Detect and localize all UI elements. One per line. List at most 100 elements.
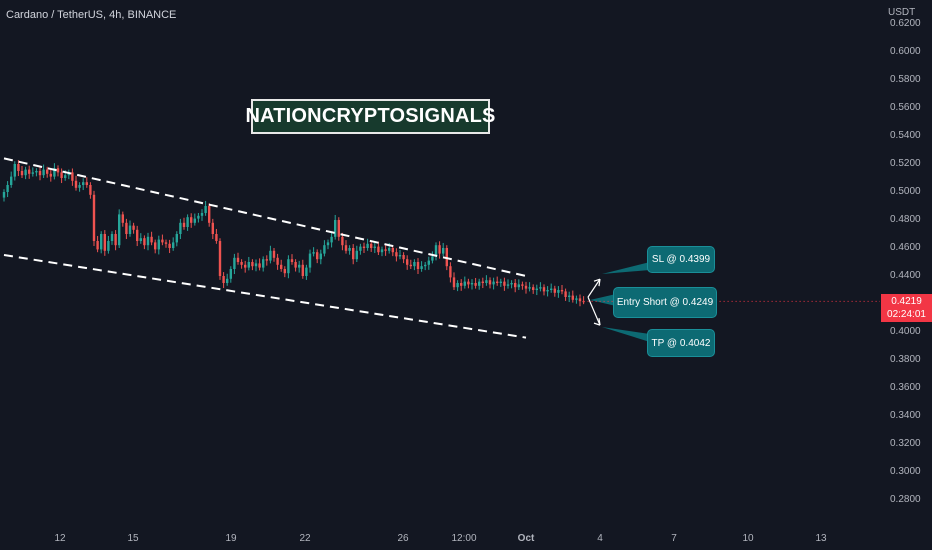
candle-body (139, 238, 142, 241)
x-tick-label: 19 (225, 533, 237, 544)
candle-body (409, 264, 412, 267)
y-tick-label: 0.3600 (890, 382, 921, 393)
candle-body (146, 236, 150, 246)
candle-body (280, 264, 283, 269)
candle-body (308, 253, 312, 268)
candle-body (100, 234, 103, 250)
candle-body (420, 266, 423, 269)
candle-body (348, 248, 351, 251)
candle-body (211, 222, 214, 234)
candle-body (366, 243, 369, 248)
candle-body (10, 176, 13, 185)
candle-body (222, 276, 225, 283)
candle-body (200, 213, 204, 216)
candle-body (287, 259, 290, 274)
candle-body (470, 283, 474, 285)
candle-body (524, 285, 528, 289)
candle-body (265, 259, 268, 261)
candle-body (535, 288, 538, 290)
candle-body (107, 241, 110, 251)
candle-body (85, 182, 88, 185)
candle-body (254, 263, 258, 267)
candle-body (42, 169, 45, 176)
candle-body (49, 173, 52, 177)
candle-body (391, 248, 394, 253)
candle-body (226, 278, 229, 283)
candle-body (121, 214, 124, 223)
candle-body (312, 252, 315, 254)
candle-body (233, 257, 236, 269)
candle-body (496, 281, 499, 283)
candle-body (110, 234, 114, 241)
y-tick-label: 0.4600 (890, 242, 921, 253)
candle-body (434, 245, 438, 257)
candle-body (488, 280, 492, 285)
candle-body (499, 281, 502, 283)
x-tick-label: 12 (54, 533, 66, 544)
entry-short-label: Entry Short @ 0.4249 (613, 287, 717, 318)
candle-body (2, 192, 6, 198)
candle-body (154, 242, 157, 250)
tp-arrow (587, 296, 601, 326)
y-tick-label: 0.4000 (890, 326, 921, 337)
candle-body (229, 269, 232, 279)
candle-body (355, 250, 358, 260)
candle-body (20, 171, 24, 176)
candle-body (323, 245, 326, 254)
candle-body (571, 295, 574, 300)
x-tick-label: 26 (397, 533, 409, 544)
candle-body (290, 259, 294, 262)
candle-body (373, 246, 376, 248)
candle-body (326, 242, 330, 246)
candle-body (485, 280, 488, 283)
sl-arrow (587, 278, 601, 298)
candle-body (305, 267, 308, 276)
y-tick-label: 0.6200 (890, 18, 921, 29)
y-tick-label: 0.2800 (890, 494, 921, 505)
candle-body (460, 283, 463, 286)
candle-body (550, 288, 553, 290)
candle-body (370, 243, 373, 248)
y-tick-label: 0.3000 (890, 466, 921, 477)
candle-body (503, 281, 506, 286)
candle-body (64, 175, 67, 178)
channel-upper-line[interactable] (3, 157, 527, 277)
candle-body (56, 168, 60, 173)
y-axis-unit: USDT (888, 7, 916, 18)
candle-body (186, 217, 189, 227)
candle-body (208, 206, 211, 223)
channel-lines (3, 157, 527, 339)
entry-callout-pointer (590, 294, 616, 306)
candle-body (28, 169, 31, 174)
candle-body (416, 262, 420, 269)
candle-body (244, 264, 247, 268)
y-tick-label: 0.3400 (890, 410, 921, 421)
x-tick-label: 12:00 (451, 533, 477, 544)
candle-body (168, 243, 171, 248)
candle-body (150, 236, 153, 243)
candle-body (258, 263, 261, 268)
candle-body (17, 164, 20, 171)
candle-body (125, 222, 128, 234)
candle-body (442, 248, 445, 254)
candle-body (377, 246, 380, 253)
y-tick-label: 0.3800 (890, 354, 921, 365)
candles-layer (2, 160, 585, 307)
y-tick-label: 0.5000 (890, 186, 921, 197)
tp-arrowhead (593, 322, 601, 326)
candle-body (510, 283, 513, 285)
candle-body (71, 172, 74, 181)
candle-body (395, 252, 398, 257)
candle-body (352, 248, 355, 260)
channel-lower-line[interactable] (3, 254, 527, 339)
take-profit-label: TP @ 0.4042 (647, 329, 715, 357)
candle-body (380, 249, 384, 253)
y-tick-label: 0.4400 (890, 270, 921, 281)
candle-body (449, 266, 452, 278)
candle-body (319, 253, 322, 260)
candle-body (344, 245, 348, 251)
symbol-title[interactable]: Cardano / TetherUS, 4h, BINANCE (6, 9, 177, 21)
candle-body (132, 225, 135, 230)
candle-body (13, 164, 16, 177)
